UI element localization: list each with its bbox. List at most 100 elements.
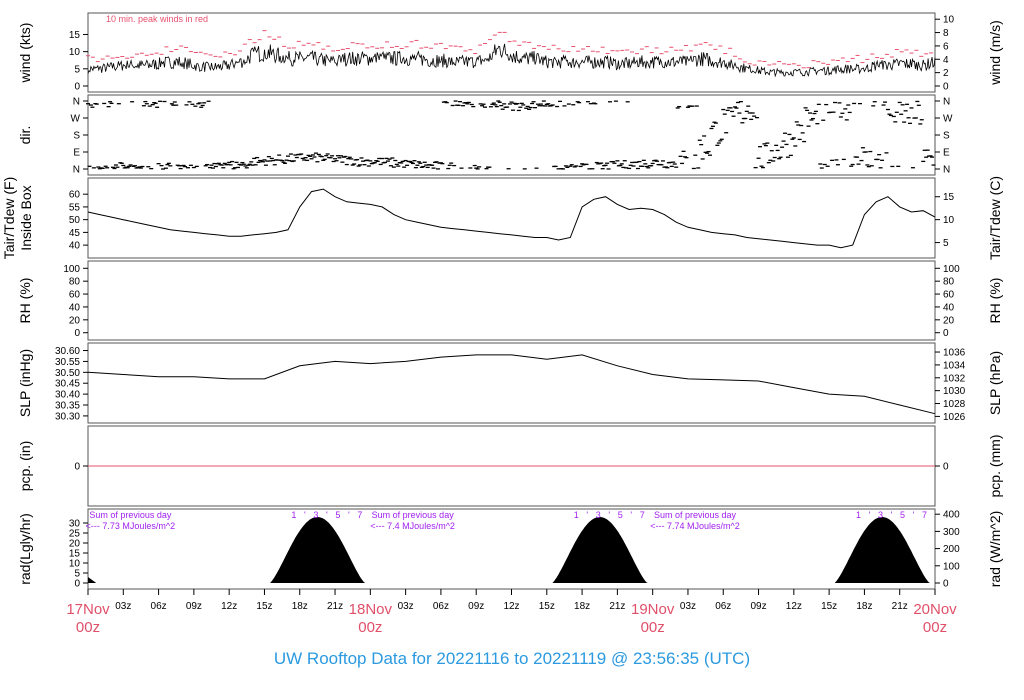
slp-ytick-right-label: 1034 [943,360,966,371]
x-hour-label: 15z [539,601,555,612]
pcp-ytick-label: 0 [74,462,80,473]
dir-ytick-label: N [73,165,80,176]
wind-ylabel: wind (kts) [17,23,33,84]
slp-ytick-right-label: 1030 [943,386,966,397]
wind-ytick-label: 0 [74,82,80,93]
wind-ytick-right-label: 2 [943,68,949,79]
uv-label: ' [304,510,306,520]
rh-ytick-right-label: 0 [943,328,949,339]
temp-ylabel-right: Tair/Tdew (C) [987,176,1003,260]
rh-ytick-right-label: 100 [943,264,960,275]
rad-ytick-right-label: 100 [943,561,960,572]
uv-label: 7 [922,510,927,520]
slp-ylabel-right: SLP (hPa) [987,351,1003,415]
rh-ytick-label: 60 [69,290,81,301]
wind-ytick-right-label: 4 [943,55,949,66]
rh-ytick-right-label: 20 [943,315,955,326]
dir-ytick-label: E [73,148,80,159]
x-hour-label: 09z [186,601,202,612]
rh-ytick-right-label: 60 [943,290,955,301]
rad-ytick-label: 15 [69,549,81,560]
temp-ylabel: Inside Box [18,185,34,250]
rh-ytick-label: 0 [74,328,80,339]
pcp-ylabel: pcp. (in) [17,441,33,492]
dir-ytick-right-label: W [943,114,953,125]
radiation-area-day2 [552,517,648,583]
slp-ytick-label: 30.50 [55,368,80,379]
wind-annotation: 10 min. peak winds in red [106,14,208,24]
x-day-hour-label: 00z [641,619,665,636]
dir-ytick-right-label: N [943,97,950,108]
rh-ytick-label: 100 [63,264,80,275]
x-hour-label: 21z [609,601,625,612]
x-hour-label: 12z [503,601,519,612]
rad-ytick-label: 5 [74,569,80,580]
temp-ytick-label: 40 [69,241,81,252]
rh-panel-frame [87,260,936,341]
x-day-hour-label: 00z [358,619,382,636]
x-hour-label: 06z [433,601,449,612]
x-hour-label: 09z [750,601,766,612]
wind-panel-frame [87,12,936,93]
x-hour-label: 09z [468,601,484,612]
rh-ytick-label: 40 [69,302,81,313]
uv-label: 7 [640,510,645,520]
rh-ytick-label: 20 [69,315,81,326]
slp-ytick-right-label: 1026 [943,412,966,423]
rad-ytick-label: 30 [69,519,81,530]
x-hour-label: 06z [151,601,167,612]
rh-ylabel-right: RH (%) [987,278,1003,324]
temp-ytick-label: 55 [69,202,81,213]
x-hour-label: 18z [856,601,872,612]
rad-sum-value: <--- 7.4 MJoules/m^2 [370,521,455,531]
uv-label: 5 [900,510,905,520]
rh-ytick-right-label: 80 [943,277,955,288]
uv-label: 3 [313,510,318,520]
rad-ytick-label: 20 [69,539,81,550]
x-day-label: 19Nov [631,601,675,618]
uv-label: ' [630,510,632,520]
uv-label: 7 [357,510,362,520]
x-hour-label: 18z [574,601,590,612]
slp-ytick-label: 30.30 [55,411,80,422]
x-day-label: 20Nov [913,601,957,618]
wind-ytick-label: 10 [69,47,81,58]
x-hour-label: 03z [115,601,131,612]
temp-ytick-right-label: 15 [943,192,955,203]
uv-label: ' [608,510,610,520]
uv-label: 3 [878,510,883,520]
rad-ytick-right-label: 300 [943,527,960,538]
x-hour-label: 21z [327,601,343,612]
temp-panel-frame [87,177,936,259]
wind-ytick-right-label: 10 [943,15,955,26]
x-hour-label: 15z [821,601,837,612]
radiation-area-day1 [270,517,366,583]
temp-ytick-label: 60 [69,190,81,201]
temp-series-line [87,188,936,249]
uv-label: ' [586,510,588,520]
x-day-hour-label: 00z [923,619,947,636]
rad-ylabel-right: rad (W/m^2) [987,511,1003,588]
rad-ylabel: rad(Lgly/hr) [17,513,33,585]
slp-ytick-label: 30.60 [55,346,80,357]
uv-label: 5 [618,510,623,520]
wind-series-line [87,43,936,78]
uv-label: ' [326,510,328,520]
rad-sum-label: Sum of previous day [372,510,455,520]
x-hour-label: 18z [292,601,308,612]
x-day-hour-label: 00z [76,619,100,636]
dir-ytick-right-label: E [943,148,950,159]
slp-ytick-label: 30.45 [55,379,80,390]
uv-label: 3 [596,510,601,520]
x-day-label: 18Nov [349,601,393,618]
wind-ytick-right-label: 8 [943,28,949,39]
temp-ytick-label: 45 [69,228,81,239]
x-hour-label: 03z [398,601,414,612]
uv-label: ' [891,510,893,520]
x-hour-label: 12z [786,601,802,612]
uv-label: 5 [335,510,340,520]
rh-ytick-label: 80 [69,277,81,288]
rad-ytick-right-label: 0 [943,579,949,590]
dir-ytick-label: N [73,97,80,108]
